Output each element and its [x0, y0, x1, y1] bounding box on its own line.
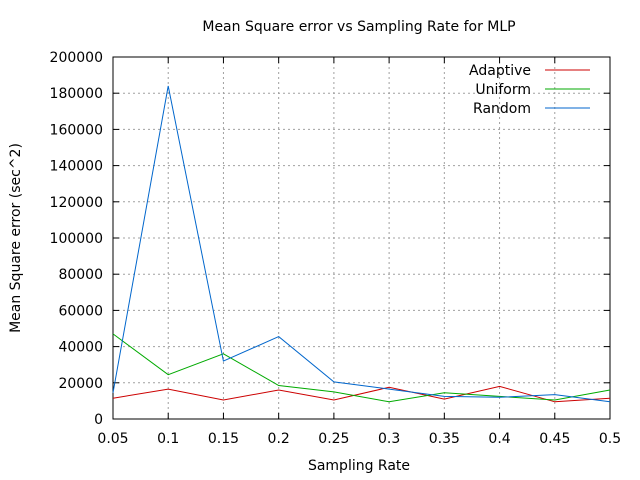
y-tick-label: 60000	[58, 303, 103, 319]
chart-title: Mean Square error vs Sampling Rate for M…	[202, 19, 515, 35]
x-tick-label: 0.45	[539, 431, 570, 447]
x-tick-label: 0.3	[378, 431, 400, 447]
y-tick-label: 80000	[58, 267, 103, 283]
series-line-adaptive	[112, 385, 611, 403]
x-tick-label: 0.5	[599, 431, 621, 447]
y-tick-label: 0	[94, 412, 103, 428]
y-tick-label: 180000	[50, 86, 103, 102]
y-tick-label: 140000	[50, 159, 103, 175]
series-lines	[112, 85, 611, 403]
plot-frame	[112, 56, 611, 420]
x-tick-label: 0.4	[488, 431, 510, 447]
legend: Adaptive Uniform Random	[469, 63, 590, 117]
x-tick-label: 0.35	[429, 431, 460, 447]
x-tick-label: 0.1	[157, 431, 179, 447]
x-axis-label: Sampling Rate	[308, 458, 410, 474]
y-tick-label: 40000	[58, 340, 103, 356]
x-tick-label: 0.2	[268, 431, 290, 447]
x-axis: 0.05 0.1 0.15 0.2 0.25 0.3 0.35 0.4 0.45 0.5	[97, 57, 621, 447]
x-tick-label: 0.05	[97, 431, 128, 447]
y-tick-label: 120000	[50, 195, 103, 211]
legend-label-random: Random	[473, 101, 531, 117]
y-axis-label: Mean Square error (sec^2)	[8, 143, 24, 333]
y-axis: 0 20000 40000 60000 80000 100000 120000 140000 1…	[50, 50, 610, 428]
x-tick-label: 0.15	[208, 431, 239, 447]
y-tick-label: 200000	[50, 50, 103, 66]
grid-lines	[113, 57, 610, 419]
legend-label-adaptive: Adaptive	[469, 63, 531, 79]
y-tick-label: 20000	[58, 376, 103, 392]
y-tick-label: 160000	[50, 122, 103, 138]
series-line-uniform	[112, 333, 611, 403]
series-line-random	[112, 85, 611, 403]
x-tick-label: 0.25	[318, 431, 349, 447]
y-tick-label: 100000	[50, 231, 103, 247]
legend-label-uniform: Uniform	[475, 82, 531, 98]
